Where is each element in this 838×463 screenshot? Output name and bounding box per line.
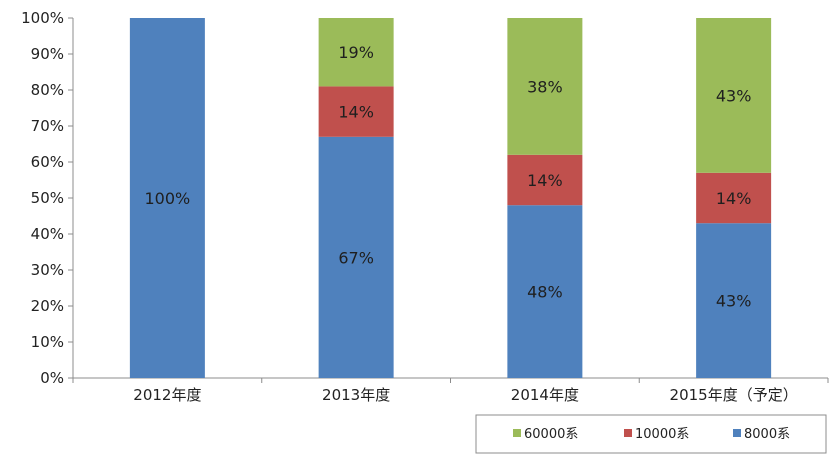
- y-tick-label: 30%: [31, 261, 64, 279]
- bar-segment: [318, 18, 394, 87]
- y-tick-label: 0%: [40, 369, 64, 387]
- legend-label: 60000系: [524, 427, 578, 442]
- bars: [129, 18, 772, 378]
- legend-label: 8000系: [744, 427, 790, 442]
- data-label: 43%: [716, 292, 752, 311]
- data-label: 48%: [527, 283, 563, 302]
- legend-label: 10000系: [635, 427, 689, 442]
- legend-swatch: [733, 429, 741, 437]
- data-label: 14%: [527, 171, 563, 190]
- x-category-label: 2015年度（予定）: [670, 386, 798, 404]
- y-tick-label: 70%: [31, 117, 64, 135]
- legend-swatch: [624, 429, 632, 437]
- data-label: 43%: [716, 86, 752, 105]
- bar-segment: [507, 205, 583, 378]
- y-tick-label: 40%: [31, 225, 64, 243]
- y-tick-label: 80%: [31, 81, 64, 99]
- bar-segment: [507, 154, 583, 206]
- data-label: 38%: [527, 77, 563, 96]
- bar-segment: [129, 18, 205, 378]
- y-axis: 0% 10% 20% 30% 40% 50% 60% 70% 80% 90% 100%: [21, 9, 74, 387]
- y-tick-label: 20%: [31, 297, 64, 315]
- y-tick-label: 50%: [31, 189, 64, 207]
- x-category-label: 2013年度: [322, 386, 390, 404]
- legend-swatch: [513, 429, 521, 437]
- bar-segment: [696, 18, 772, 173]
- y-tick-label: 60%: [31, 153, 64, 171]
- data-label: 100%: [145, 189, 191, 208]
- data-label: 67%: [338, 248, 374, 267]
- bar-segment: [507, 18, 583, 155]
- data-label: 19%: [338, 43, 374, 62]
- legend-box: [475, 414, 827, 454]
- data-label: 14%: [338, 103, 374, 122]
- y-tick-label: 100%: [21, 9, 64, 27]
- bar-segment: [696, 172, 772, 224]
- y-tick-label: 10%: [31, 333, 64, 351]
- data-labels: 100% 67% 14% 19% 48% 14% 38% 43% 14% 43%: [145, 43, 752, 310]
- x-category-label: 2012年度: [133, 386, 201, 404]
- legend: 60000系 10000系 8000系: [475, 414, 827, 454]
- bar-segment: [696, 223, 772, 378]
- y-tick-label: 90%: [31, 45, 64, 63]
- bar-segment: [318, 86, 394, 137]
- data-label: 14%: [716, 189, 752, 208]
- bar-segment: [318, 136, 394, 378]
- x-axis: 2012年度 2013年度 2014年度 2015年度（予定）: [72, 377, 829, 404]
- x-category-label: 2014年度: [511, 386, 579, 404]
